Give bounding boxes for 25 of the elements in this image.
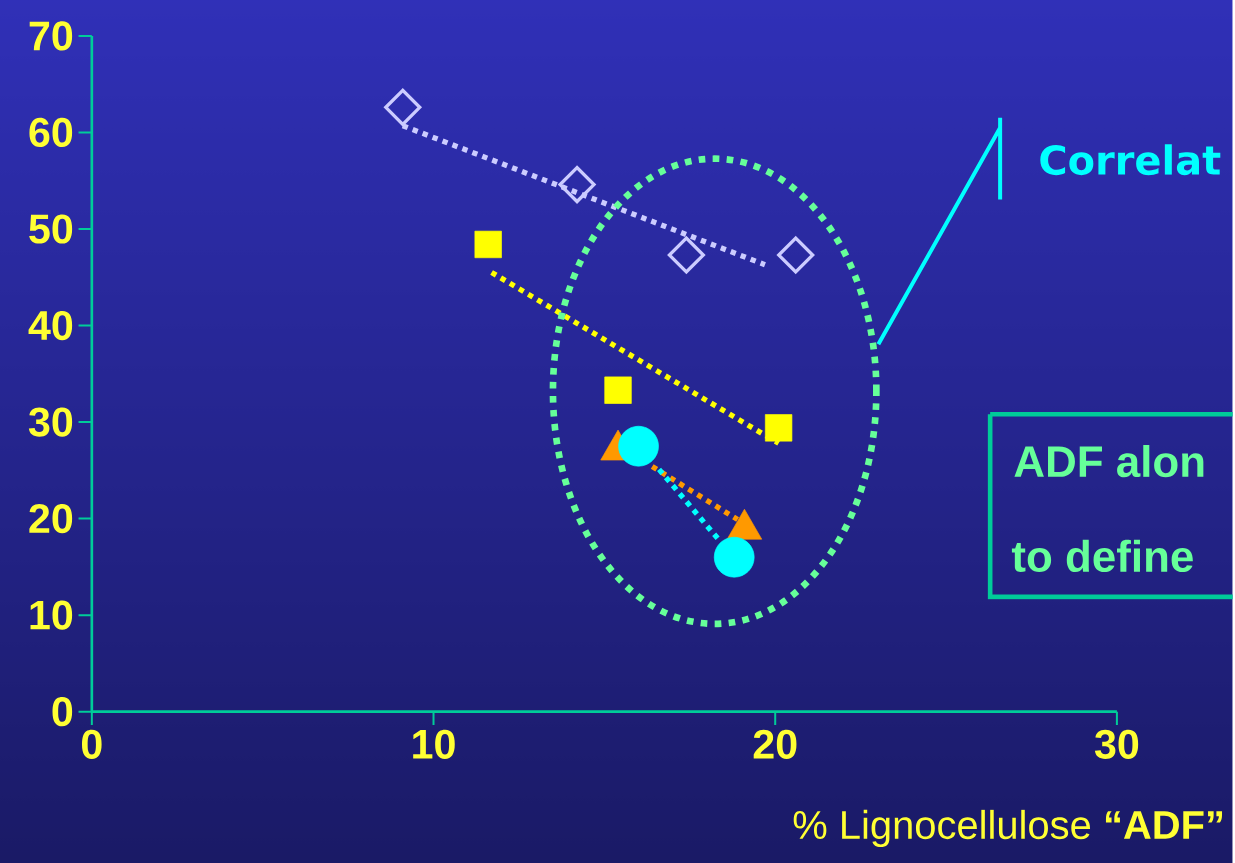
point (618, 425, 659, 467)
y-tick-label: 60 (29, 117, 73, 147)
point (604, 376, 632, 404)
y-tick-label: 0 (52, 696, 73, 727)
point (384, 88, 422, 126)
y-tick-label: 30 (28, 407, 73, 437)
y-tick-label: 10 (30, 600, 73, 630)
annotation: to define (1011, 539, 1193, 572)
annotation: Correlat (1040, 144, 1221, 175)
x-tick-label: 0 (81, 729, 102, 759)
y-tick-label: 50 (29, 214, 73, 244)
point (713, 536, 755, 578)
y-tick-label: 40 (28, 310, 73, 340)
x-tick-label: 10 (413, 729, 455, 759)
point (474, 230, 502, 258)
x-tick-label: 30 (1094, 729, 1139, 759)
point (558, 165, 596, 204)
point (764, 414, 793, 442)
x-tick-label: 20 (753, 729, 797, 759)
point (777, 236, 815, 274)
y-tick-label: 20 (29, 503, 73, 534)
annotation: ADF alon (1014, 444, 1204, 478)
point (667, 236, 705, 274)
y-tick-label: 70 (29, 21, 73, 51)
x-axis-title: % Lignocellulose “ADF” (793, 809, 1223, 847)
